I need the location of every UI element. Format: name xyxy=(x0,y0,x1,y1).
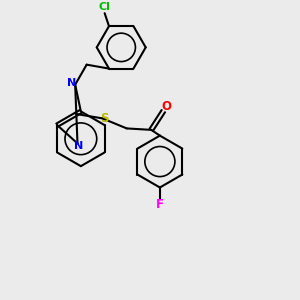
Text: S: S xyxy=(100,112,109,125)
Text: N: N xyxy=(67,78,76,88)
Text: F: F xyxy=(156,198,164,211)
Text: N: N xyxy=(74,141,84,151)
Text: Cl: Cl xyxy=(99,2,111,12)
Text: O: O xyxy=(161,100,171,113)
